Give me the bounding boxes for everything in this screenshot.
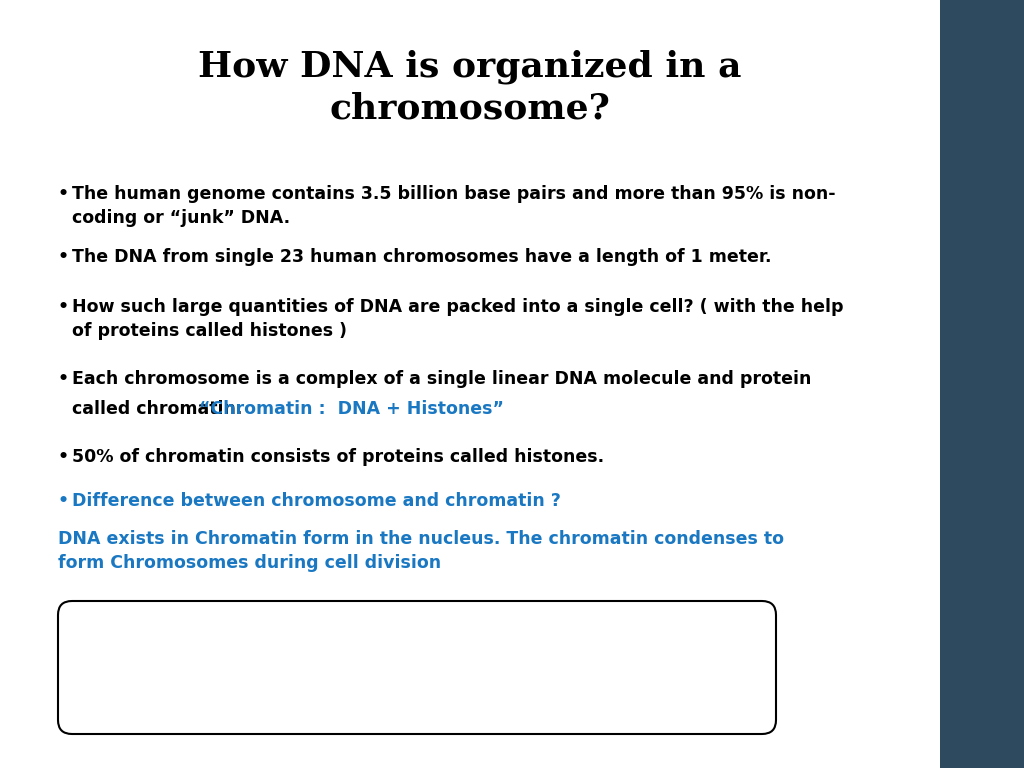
Text: The human genome contains 3.5 billion base pairs and more than 95% is non-
codin: The human genome contains 3.5 billion ba… [72,185,836,227]
Text: DNA exists in Chromatin form in the nucleus. The chromatin condenses to
form Chr: DNA exists in Chromatin form in the nucl… [58,530,784,572]
Text: Difference between chromosome and chromatin ?: Difference between chromosome and chroma… [72,492,561,510]
Text: •: • [58,448,70,466]
Text: •: • [58,185,70,203]
Text: •: • [58,492,70,510]
Text: •: • [58,248,70,266]
Text: How such large quantities of DNA are packed into a single cell? ( with the help
: How such large quantities of DNA are pac… [72,298,844,339]
Text: Each chromosome is a complex of a single linear DNA molecule and protein: Each chromosome is a complex of a single… [72,370,811,388]
Text: •: • [58,370,70,388]
Text: The DNA from single 23 human chromosomes have a length of 1 meter.: The DNA from single 23 human chromosomes… [72,248,771,266]
Text: To package the long sequence of the genomic DNA, it is
highly organized into chr: To package the long sequence of the geno… [82,640,753,695]
Text: “Chromatin :  DNA + Histones”: “Chromatin : DNA + Histones” [199,400,504,418]
Text: called chromatin.: called chromatin. [72,400,249,418]
Bar [940,0,1024,768]
Text: 50% of chromatin consists of proteins called histones.: 50% of chromatin consists of proteins ca… [72,448,604,466]
FancyBboxPatch shape [58,601,776,734]
Text: •: • [58,298,70,316]
Text: How DNA is organized in a
chromosome?: How DNA is organized in a chromosome? [199,50,741,125]
